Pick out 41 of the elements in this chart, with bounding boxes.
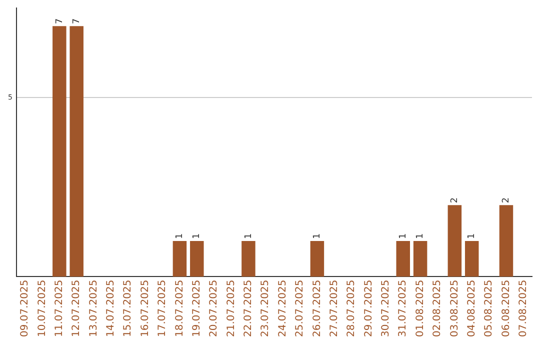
data-label: 1 (467, 233, 478, 239)
x-tick-label: 15.07.2025 (122, 280, 134, 338)
data-label: 1 (416, 233, 426, 239)
data-label: 1 (244, 233, 254, 239)
data-label: 2 (502, 197, 512, 204)
x-tick-label: 22.07.2025 (243, 280, 254, 338)
x-tick-label: 01.08.2025 (414, 280, 426, 338)
data-label: 2 (450, 197, 460, 204)
data-label: 7 (72, 18, 82, 24)
x-tick-label: 16.07.2025 (140, 280, 151, 338)
x-tick-label: 03.08.2025 (449, 280, 460, 338)
x-tick-label: 14.07.2025 (106, 280, 117, 338)
x-tick-label: 28.07.2025 (346, 280, 358, 338)
x-tick-label: 11.07.2025 (54, 280, 66, 338)
x-tick-label: 13.07.2025 (88, 280, 100, 338)
x-tick-label: 30.07.2025 (380, 280, 392, 338)
x-tick-label: 12.07.2025 (71, 280, 82, 338)
x-tick-label: 07.08.2025 (518, 280, 529, 338)
x-tick-label: 26.07.2025 (312, 280, 323, 338)
x-tick-label: 20.07.2025 (208, 280, 220, 338)
data-label: 1 (175, 233, 186, 239)
x-tick-label: 02.08.2025 (432, 280, 444, 338)
x-tick-label: 04.08.2025 (466, 280, 478, 338)
x-tick-label: 25.07.2025 (294, 280, 306, 338)
x-tick-label: 05.08.2025 (484, 280, 495, 338)
data-label: 7 (54, 18, 65, 24)
x-tick-label: 27.07.2025 (328, 280, 340, 338)
data-label: 1 (398, 233, 408, 239)
x-tick-label: 31.07.2025 (398, 280, 409, 338)
data-label: 1 (192, 233, 202, 239)
x-tick-label: 21.07.2025 (226, 280, 237, 338)
data-label: 1 (312, 233, 323, 239)
x-tick-label: 06.08.2025 (500, 280, 512, 338)
x-tick-label: 10.07.2025 (36, 280, 48, 338)
x-tick-label: 19.07.2025 (191, 280, 202, 338)
x-tick-label: 18.07.2025 (174, 280, 186, 338)
x-tick-label: 29.07.2025 (363, 280, 374, 338)
x-tick-label: 09.07.2025 (20, 280, 31, 338)
x-tick-label: 17.07.2025 (157, 280, 168, 338)
x-tick-label: 24.07.2025 (277, 280, 288, 338)
x-tick-label: 23.07.2025 (260, 280, 272, 338)
